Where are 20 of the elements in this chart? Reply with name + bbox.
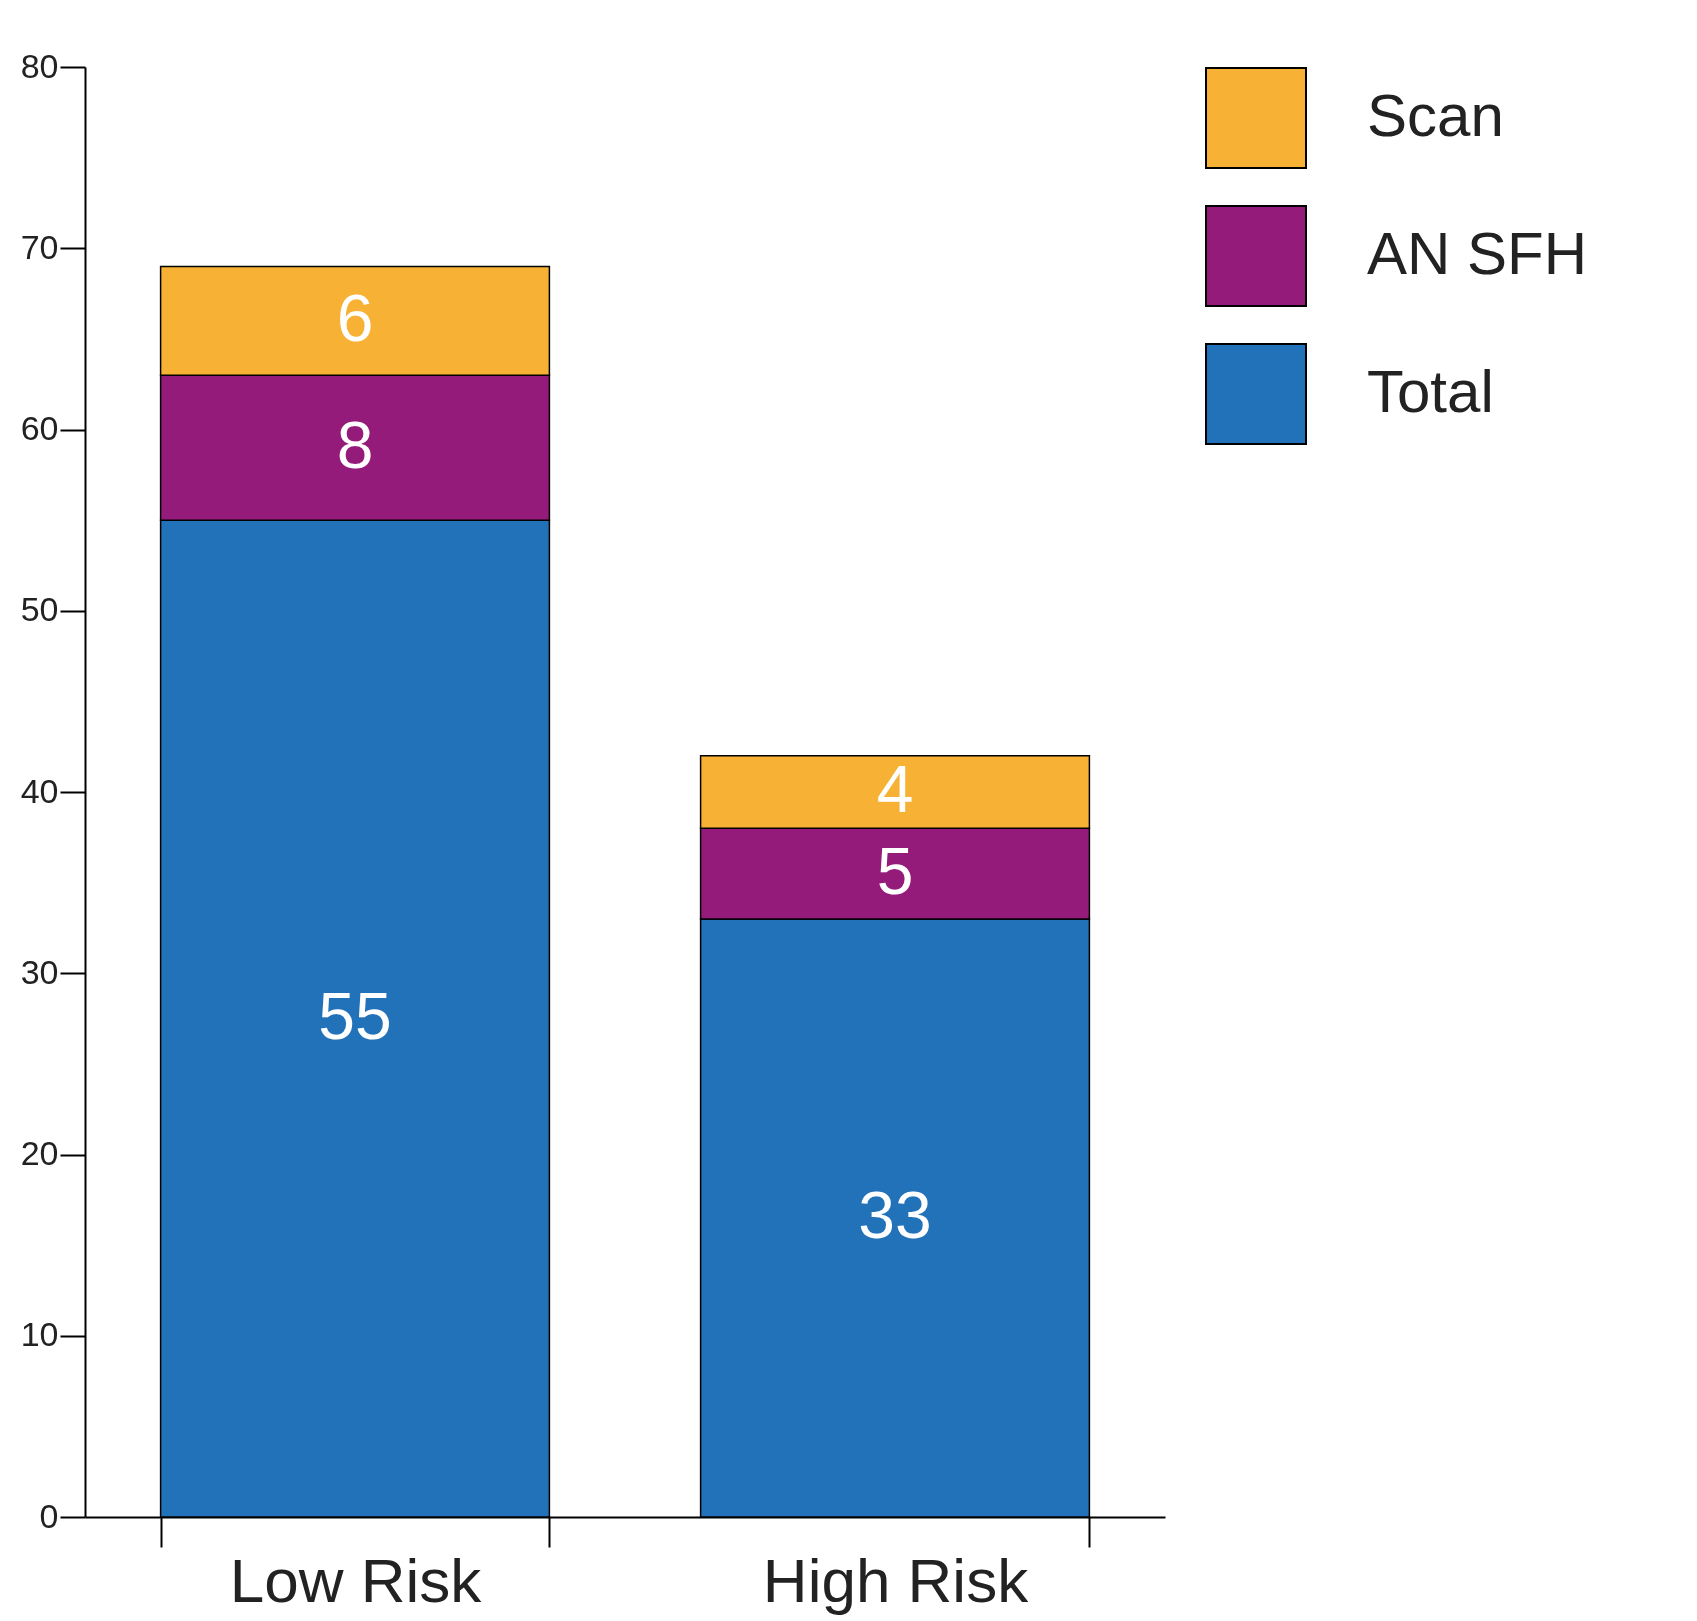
- x-tick-label: High Risk: [762, 1545, 1030, 1615]
- y-tick-label: 30: [20, 952, 59, 991]
- y-tick-label: 10: [20, 1315, 59, 1354]
- data-label: 5: [876, 833, 914, 908]
- x-tick-label: Low Risk: [229, 1545, 483, 1615]
- legend-label: Total: [1367, 358, 1494, 425]
- y-tick-label: 80: [20, 46, 59, 85]
- legend-label: Scan: [1367, 82, 1504, 149]
- data-label: 8: [336, 407, 374, 482]
- data-label: 6: [336, 280, 374, 355]
- legend-label: AN SFH: [1367, 220, 1588, 287]
- y-tick-label: 40: [20, 771, 59, 810]
- y-tick-label: 50: [20, 590, 59, 629]
- y-tick-label: 0: [39, 1496, 59, 1535]
- data-label: 33: [858, 1177, 932, 1252]
- data-label: 4: [876, 752, 914, 826]
- y-tick-label: 20: [20, 1134, 59, 1172]
- y-tick-label: 70: [20, 227, 59, 266]
- data-label: 55: [318, 978, 392, 1053]
- y-tick-label: 60: [20, 409, 59, 447]
